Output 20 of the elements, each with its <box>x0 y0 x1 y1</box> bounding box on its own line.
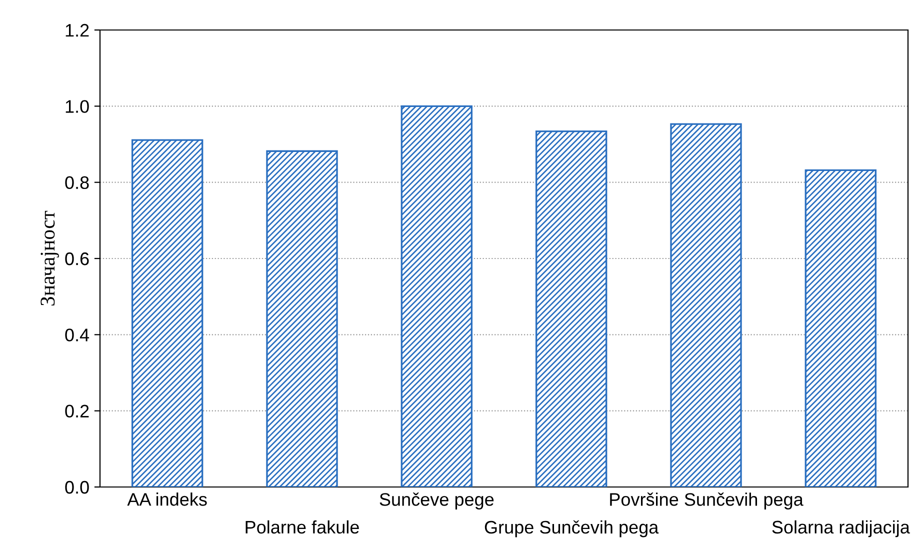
y-tick-label: 0.0 <box>65 480 89 494</box>
x-tick-label: Sunčeve pege <box>380 492 494 510</box>
x-tick-label: Polarne fakule <box>246 520 359 534</box>
bar <box>266 150 338 487</box>
bar <box>400 105 473 487</box>
y-tick-label: 0.4 <box>65 328 90 342</box>
bar <box>131 139 204 487</box>
bar <box>535 130 608 487</box>
y-tick-label: 1.0 <box>66 100 89 113</box>
y-tick-label: 0.6 <box>65 252 89 266</box>
bar <box>670 123 742 487</box>
y-tick-label: 1.2 <box>66 24 89 37</box>
x-tick-label: Solarna radijacija <box>772 520 910 538</box>
y-axis-title: Значајност <box>40 210 59 306</box>
x-tick-label: Grupe Sunčevih pega <box>484 520 659 538</box>
x-tick-label: AA indeks <box>127 492 207 506</box>
bar <box>804 169 877 487</box>
y-tick-label: 0.2 <box>65 404 89 418</box>
y-tick-label: 0.8 <box>65 176 89 190</box>
x-tick-label: Površine Sunčevih pega <box>610 492 804 510</box>
